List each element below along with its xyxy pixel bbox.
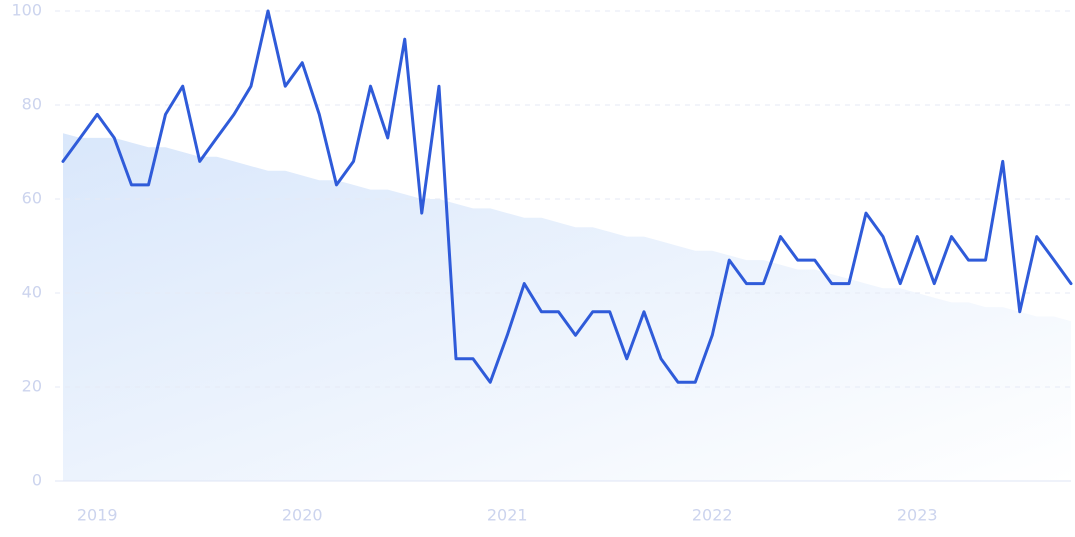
y-tick-label: 60 [22, 189, 42, 208]
trend-area [63, 133, 1071, 481]
y-tick-label: 0 [32, 471, 42, 490]
x-tick-label: 2023 [897, 506, 938, 525]
y-tick-label: 100 [11, 1, 42, 20]
y-tick-label: 20 [22, 377, 42, 396]
data-line [61, 9, 1073, 384]
y-tick-label: 80 [22, 95, 42, 114]
x-tick-label: 2019 [77, 506, 118, 525]
x-tick-label: 2022 [692, 506, 733, 525]
x-tick-label: 2021 [487, 506, 528, 525]
x-tick-label: 2020 [282, 506, 323, 525]
y-tick-label: 40 [22, 283, 42, 302]
